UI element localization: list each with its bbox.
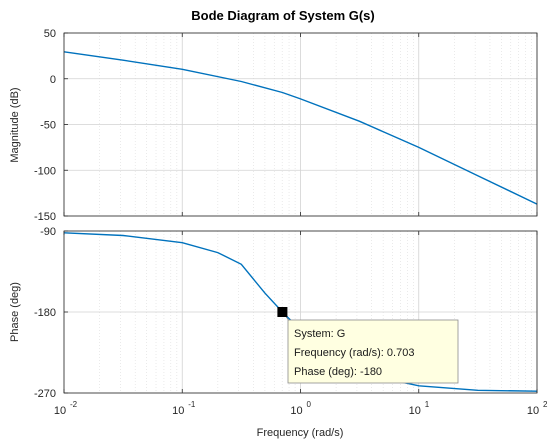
magnitude-ylabel: Magnitude (dB) xyxy=(9,87,21,162)
phase-ylabel: Phase (deg) xyxy=(9,282,21,342)
x-tick-label: 10 xyxy=(54,405,66,417)
x-tick-label-exponent: 2 xyxy=(543,400,548,409)
magnitude-y-tick-label: 50 xyxy=(44,28,56,40)
x-tick-label-exponent: -1 xyxy=(188,400,196,409)
magnitude-y-tick-label: -100 xyxy=(34,165,56,177)
phase-y-ticks: -90 -180 -270 xyxy=(34,226,68,400)
magnitude-y-ticks: 50 0 -50 -100 -150 xyxy=(34,28,68,223)
datatip-frequency: Frequency (rad/s): 0.703 xyxy=(294,347,414,359)
datatip-system: System: G xyxy=(294,328,345,340)
datatip[interactable]: System: G Frequency (rad/s): 0.703 Phase… xyxy=(277,307,459,384)
magnitude-series xyxy=(63,51,538,205)
phase-y-tick-label: -90 xyxy=(40,226,56,238)
datatip-phase: Phase (deg): -180 xyxy=(294,366,382,378)
datatip-marker[interactable] xyxy=(277,307,288,317)
magnitude-curve xyxy=(63,51,538,205)
x-tick-label: 10 xyxy=(409,405,421,417)
phase-y-tick-label: -270 xyxy=(34,388,56,400)
x-tick-label-exponent: 1 xyxy=(425,400,430,409)
x-tick-label-exponent: -2 xyxy=(70,400,78,409)
magnitude-y-tick-label: 0 xyxy=(50,74,56,86)
x-tick-labels: 10 -2 10 -1 10 0 10 1 10 2 xyxy=(54,400,548,417)
x-tick-label: 10 xyxy=(172,405,184,417)
chart-title: Bode Diagram of System G(s) xyxy=(191,8,375,23)
magnitude-y-tick-label: -50 xyxy=(40,120,56,132)
x-tick-label: 10 xyxy=(527,405,539,417)
datatip-box xyxy=(287,319,459,384)
phase-y-tick-label: -180 xyxy=(34,307,56,319)
x-tick-label-exponent: 0 xyxy=(307,400,312,409)
x-axis-label: Frequency (rad/s) xyxy=(257,427,344,439)
magnitude-axes: 50 0 -50 -100 -150 Magnitude (dB) xyxy=(9,28,538,223)
magnitude-y-tick-label: -150 xyxy=(34,211,56,223)
x-tick-label: 10 xyxy=(290,405,302,417)
